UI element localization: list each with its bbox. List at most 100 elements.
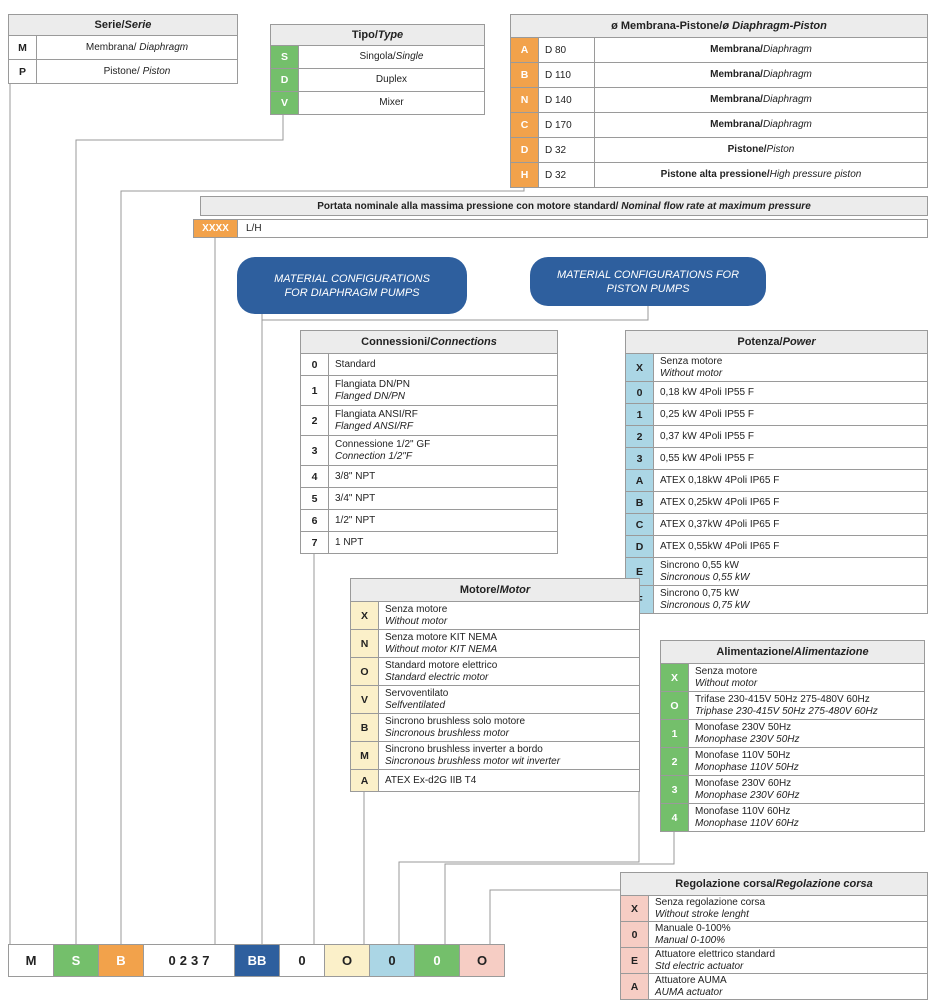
portata-title-en: Nominal flow rate at maximum pressure <box>618 200 811 212</box>
code-cell: S <box>271 46 299 68</box>
code-cell: A <box>351 770 379 791</box>
code-cell-connessioni: 0 <box>279 944 325 977</box>
connessioni-row-0: 0 Standard <box>301 353 557 375</box>
serie-title-en: Serie <box>124 19 152 31</box>
alimentazione-row-2: 2 Monofase 110V 50Hz Monophase 110V 50Hz <box>661 747 924 775</box>
motore-row-B: B Sincrono brushless solo motore Sincronou… <box>351 713 639 741</box>
code-cell-diametro: B <box>98 944 144 977</box>
code-cell: B <box>626 492 654 513</box>
desc-cell: Duplex <box>375 74 408 86</box>
desc-cell: ATEX 0,37kW 4Poli IP65 F <box>660 518 780 530</box>
code-cell: 2 <box>626 426 654 447</box>
size-cell: D 80 <box>539 38 595 62</box>
code-cell: 0 <box>301 354 329 375</box>
serie-table: Serie/Serie M Membrana/ Diaphragm P Pistone… <box>8 14 238 84</box>
desc-cell: 3/8" NPT <box>335 470 376 482</box>
code-cell: 0 <box>626 382 654 403</box>
potenza-row-X: X Senza motore Without motor <box>626 353 927 381</box>
potenza-row-B: B ATEX 0,25kW 4Poli IP65 F <box>626 491 927 513</box>
desc-cell: Pistone alta pressione/High pressure pis… <box>660 169 862 181</box>
desc-cell: Trifase 230-415V 50Hz 275-480V 60Hz Triph… <box>695 694 878 717</box>
connessioni-row-2: 2 Flangiata ANSI/RF Flanged ANSI/RF <box>301 405 557 435</box>
desc-cell: 0,55 kW 4Poli IP55 F <box>660 452 754 464</box>
potenza-table-header: Potenza/Power <box>626 331 927 353</box>
desc-cell: 0,25 kW 4Poli IP55 F <box>660 408 754 420</box>
portata-title-it: Portata nominale alla massima pressione … <box>317 200 619 212</box>
code-cell: M <box>9 36 37 59</box>
connessioni-row-4: 4 3/8" NPT <box>301 465 557 487</box>
desc-cell: ATEX 0,18kW 4Poli IP65 F <box>660 474 780 486</box>
code-cell: B <box>511 63 539 87</box>
desc-cell: Pistone/ Piston <box>103 65 171 77</box>
desc-cell: 3/4" NPT <box>335 492 376 504</box>
alimentazione-row-4: 4 Monofase 110V 60Hz Monophase 110V 60Hz <box>661 803 924 831</box>
desc-cell: Standard <box>335 358 376 370</box>
code-cell: X <box>621 896 649 921</box>
desc-cell: 1 NPT <box>335 536 364 548</box>
regolazione-row-E: E Attuatore elettrico standard Std electri… <box>621 947 927 973</box>
potenza-row-1: 1 0,25 kW 4Poli IP55 F <box>626 403 927 425</box>
connessioni-row-7: 7 1 NPT <box>301 531 557 553</box>
model-code-row: M S B 0237 BB 0 O 0 0 O <box>8 944 505 977</box>
serie-row-M: M Membrana/ Diaphragm <box>9 35 237 59</box>
desc-cell: Attuatore AUMA AUMA actuator <box>655 975 727 998</box>
potenza-row-3: 3 0,55 kW 4Poli IP55 F <box>626 447 927 469</box>
code-cell: 1 <box>626 404 654 425</box>
desc-cell: Servoventilato Selfventilated <box>385 688 449 711</box>
desc-cell: Monofase 110V 50Hz Monophase 110V 50Hz <box>695 750 799 773</box>
code-cell: A <box>626 470 654 491</box>
code-cell: C <box>511 113 539 137</box>
line-diametro <box>120 186 525 944</box>
desc-cell: Flangiata DN/PN Flanged DN/PN <box>335 379 411 402</box>
callout-diaphragm-materials: MATERIAL CONFIGURATIONS FOR DIAPHRAGM PU… <box>237 257 467 314</box>
potenza-title-it: Potenza/ <box>737 336 783 348</box>
line-regolazione <box>489 889 620 944</box>
desc-cell: Senza motore Without motor <box>695 666 758 689</box>
potenza-row-0: 0 0,18 kW 4Poli IP55 F <box>626 381 927 403</box>
tipo-title-en: Type <box>377 29 404 41</box>
desc-cell: Sincrono brushless solo motore Sincronous… <box>385 716 526 739</box>
code-cell: 2 <box>301 406 329 435</box>
alimentazione-table-header: Alimentazione/Alimentazione <box>661 641 924 663</box>
portata-unit-cell: L/H <box>238 219 928 238</box>
regolazione-table-header: Regolazione corsa/Regolazione corsa <box>621 873 927 895</box>
code-cell: 4 <box>661 804 689 831</box>
code-cell: P <box>9 60 37 83</box>
connessioni-row-6: 6 1/2" NPT <box>301 509 557 531</box>
motore-row-V: V Servoventilato Selfventilated <box>351 685 639 713</box>
size-cell: D 110 <box>539 63 595 87</box>
code-cell-serie: M <box>8 944 54 977</box>
regolazione-row-X: X Senza regolazione corsa Without stroke l… <box>621 895 927 921</box>
portata-code-cell: XXXX <box>193 219 238 238</box>
line-tipo <box>75 113 284 944</box>
desc-cell: ATEX 0,25kW 4Poli IP65 F <box>660 496 780 508</box>
code-cell: 3 <box>626 448 654 469</box>
code-cell: 1 <box>661 720 689 747</box>
code-cell-portata: 0237 <box>143 944 235 977</box>
desc-cell: Monofase 230V 50Hz Monophase 230V 50Hz <box>695 722 800 745</box>
desc-cell: 0,18 kW 4Poli IP55 F <box>660 386 754 398</box>
desc-cell: Membrana/ Diaphragm <box>85 41 189 53</box>
code-cell: C <box>626 514 654 535</box>
desc-cell: Connessione 1/2" GF Connection 1/2"F <box>335 439 431 462</box>
callout-piston-materials: MATERIAL CONFIGURATIONS FOR PISTON PUMPS <box>530 257 766 306</box>
size-cell: D 32 <box>539 138 595 162</box>
alimentazione-title-it: Alimentazione/ <box>716 646 795 658</box>
desc-cell: Senza motore Without motor <box>385 604 448 627</box>
regolazione-title-en: Regolazione corsa <box>775 878 873 890</box>
regolazione-row-A: A Attuatore AUMA AUMA actuator <box>621 973 927 999</box>
code-cell: A <box>621 974 649 999</box>
size-cell: D 140 <box>539 88 595 112</box>
size-cell: D 170 <box>539 113 595 137</box>
tipo-row-V: V Mixer <box>271 91 484 114</box>
code-cell: 2 <box>661 748 689 775</box>
code-cell: O <box>351 658 379 685</box>
code-cell: O <box>661 692 689 719</box>
tipo-row-D: D Duplex <box>271 68 484 91</box>
serie-row-P: P Pistone/ Piston <box>9 59 237 83</box>
